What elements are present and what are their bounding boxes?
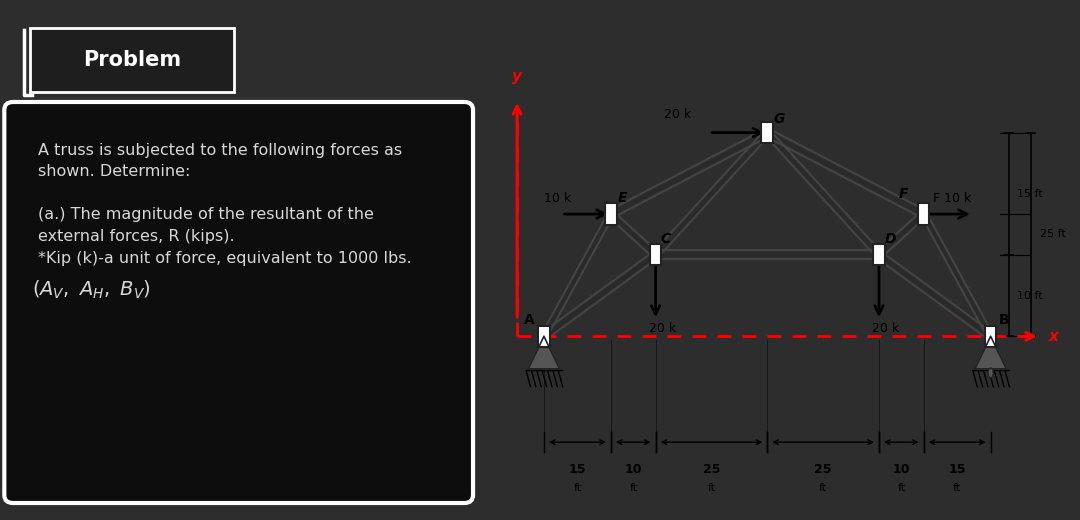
Text: 20 k: 20 k xyxy=(649,322,676,335)
Text: 20 k: 20 k xyxy=(664,108,691,121)
Text: y: y xyxy=(512,69,522,84)
Text: ft: ft xyxy=(953,483,961,493)
Circle shape xyxy=(988,368,994,378)
Text: 10 ft: 10 ft xyxy=(1017,291,1043,301)
Bar xyxy=(985,326,997,347)
Text: F: F xyxy=(899,187,908,201)
Text: ft: ft xyxy=(573,483,581,493)
Text: 10 k: 10 k xyxy=(544,192,571,205)
Text: x: x xyxy=(1049,329,1058,344)
Text: 25: 25 xyxy=(814,463,832,475)
Bar xyxy=(918,203,930,225)
Text: Problem: Problem xyxy=(83,50,180,70)
Text: $( A_V,\ A_H,\ B_V)$: $( A_V,\ A_H,\ B_V)$ xyxy=(32,279,151,301)
Text: 15: 15 xyxy=(569,463,586,475)
Text: G: G xyxy=(774,112,785,126)
Text: 25 ft: 25 ft xyxy=(1040,229,1066,239)
Polygon shape xyxy=(528,336,559,369)
FancyBboxPatch shape xyxy=(30,28,234,92)
Bar xyxy=(650,244,661,265)
Text: ft: ft xyxy=(897,483,905,493)
Text: ft: ft xyxy=(819,483,827,493)
Bar xyxy=(761,122,773,143)
Text: ft: ft xyxy=(630,483,637,493)
Text: 15 ft: 15 ft xyxy=(1017,189,1043,199)
Text: external forces, R (kips).: external forces, R (kips). xyxy=(38,229,234,244)
Bar xyxy=(538,326,550,347)
Text: B: B xyxy=(999,313,1010,327)
Text: 20 k: 20 k xyxy=(873,322,900,335)
Text: 10: 10 xyxy=(892,463,910,475)
Polygon shape xyxy=(975,336,1007,369)
FancyBboxPatch shape xyxy=(4,102,473,503)
Bar xyxy=(605,203,617,225)
Text: F 10 k: F 10 k xyxy=(932,192,971,205)
Text: ft: ft xyxy=(707,483,716,493)
Text: *Kip (k)-a unit of force, equivalent to 1000 lbs.: *Kip (k)-a unit of force, equivalent to … xyxy=(38,252,411,266)
Text: C: C xyxy=(661,231,671,245)
Text: D: D xyxy=(885,231,895,245)
Text: 25: 25 xyxy=(703,463,720,475)
Text: A: A xyxy=(524,313,535,327)
Text: A truss is subjected to the following forces as: A truss is subjected to the following fo… xyxy=(38,142,402,158)
Bar xyxy=(873,244,885,265)
Text: shown. Determine:: shown. Determine: xyxy=(38,164,190,179)
Text: 10: 10 xyxy=(624,463,642,475)
Text: E: E xyxy=(618,191,627,205)
Text: 15: 15 xyxy=(948,463,966,475)
Text: (a.) The magnitude of the resultant of the: (a.) The magnitude of the resultant of t… xyxy=(38,207,374,223)
